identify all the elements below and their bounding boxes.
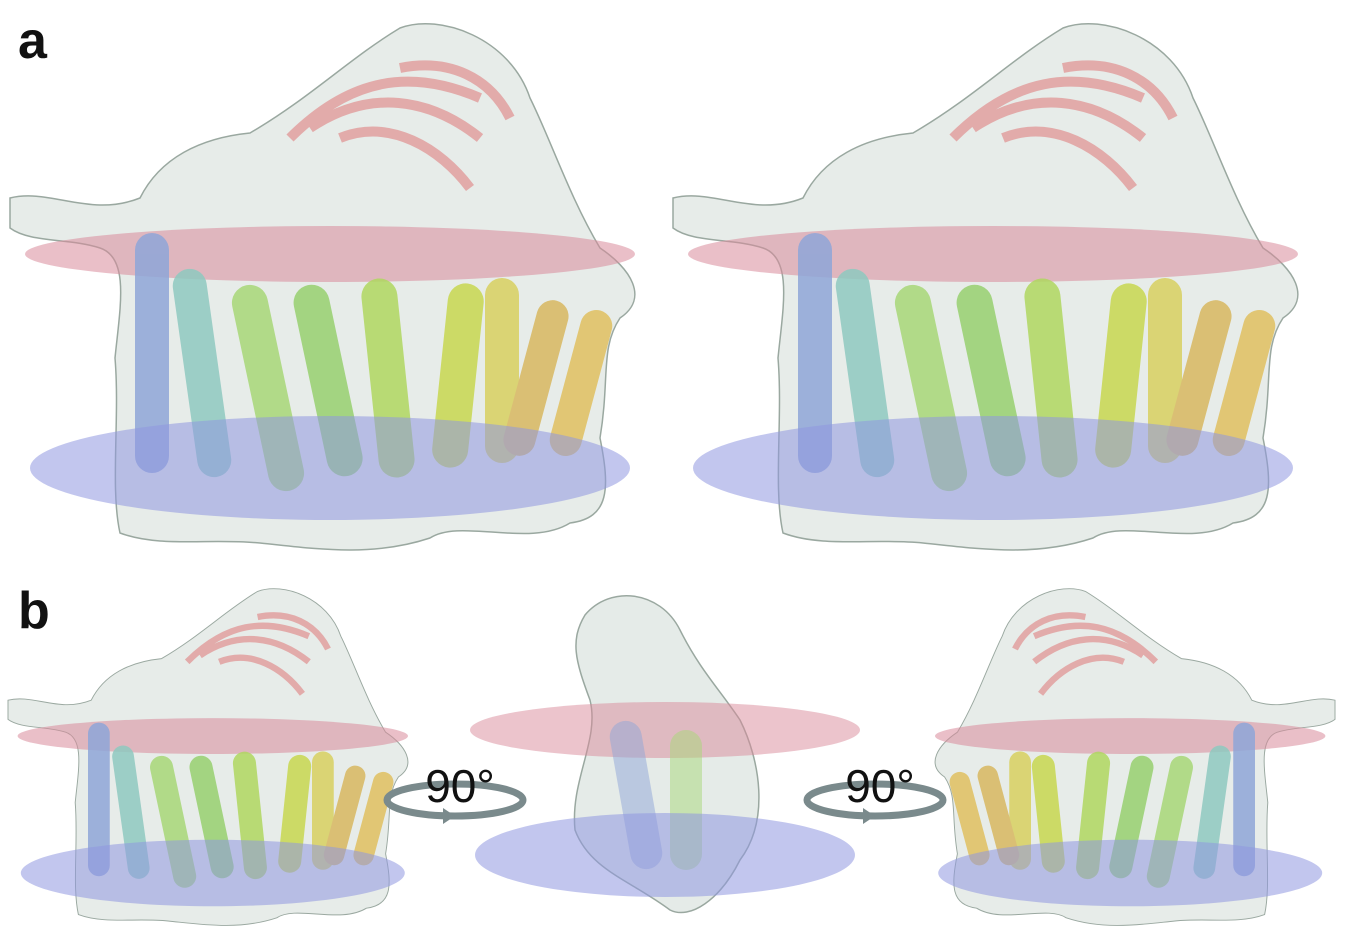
- stereo-right: [673, 24, 1298, 550]
- membrane-bottom: [475, 813, 855, 897]
- figure: a b 90° 90°: [0, 0, 1345, 929]
- stereo-left: [10, 24, 635, 550]
- panel-label: b: [18, 582, 50, 640]
- rotation-arrow: 90°: [387, 760, 523, 824]
- rotation-label: 90°: [425, 760, 495, 812]
- rotation-arrow: 90°: [807, 760, 943, 824]
- panel-label: a: [18, 12, 48, 70]
- rotation-label: 90°: [845, 760, 915, 812]
- view-middle: [470, 596, 860, 913]
- view-right: [935, 589, 1335, 926]
- view-left: [8, 589, 408, 926]
- membrane-top: [470, 702, 860, 758]
- page: {"panels": [{"label": "a"}, {"label": "b…: [0, 0, 1345, 929]
